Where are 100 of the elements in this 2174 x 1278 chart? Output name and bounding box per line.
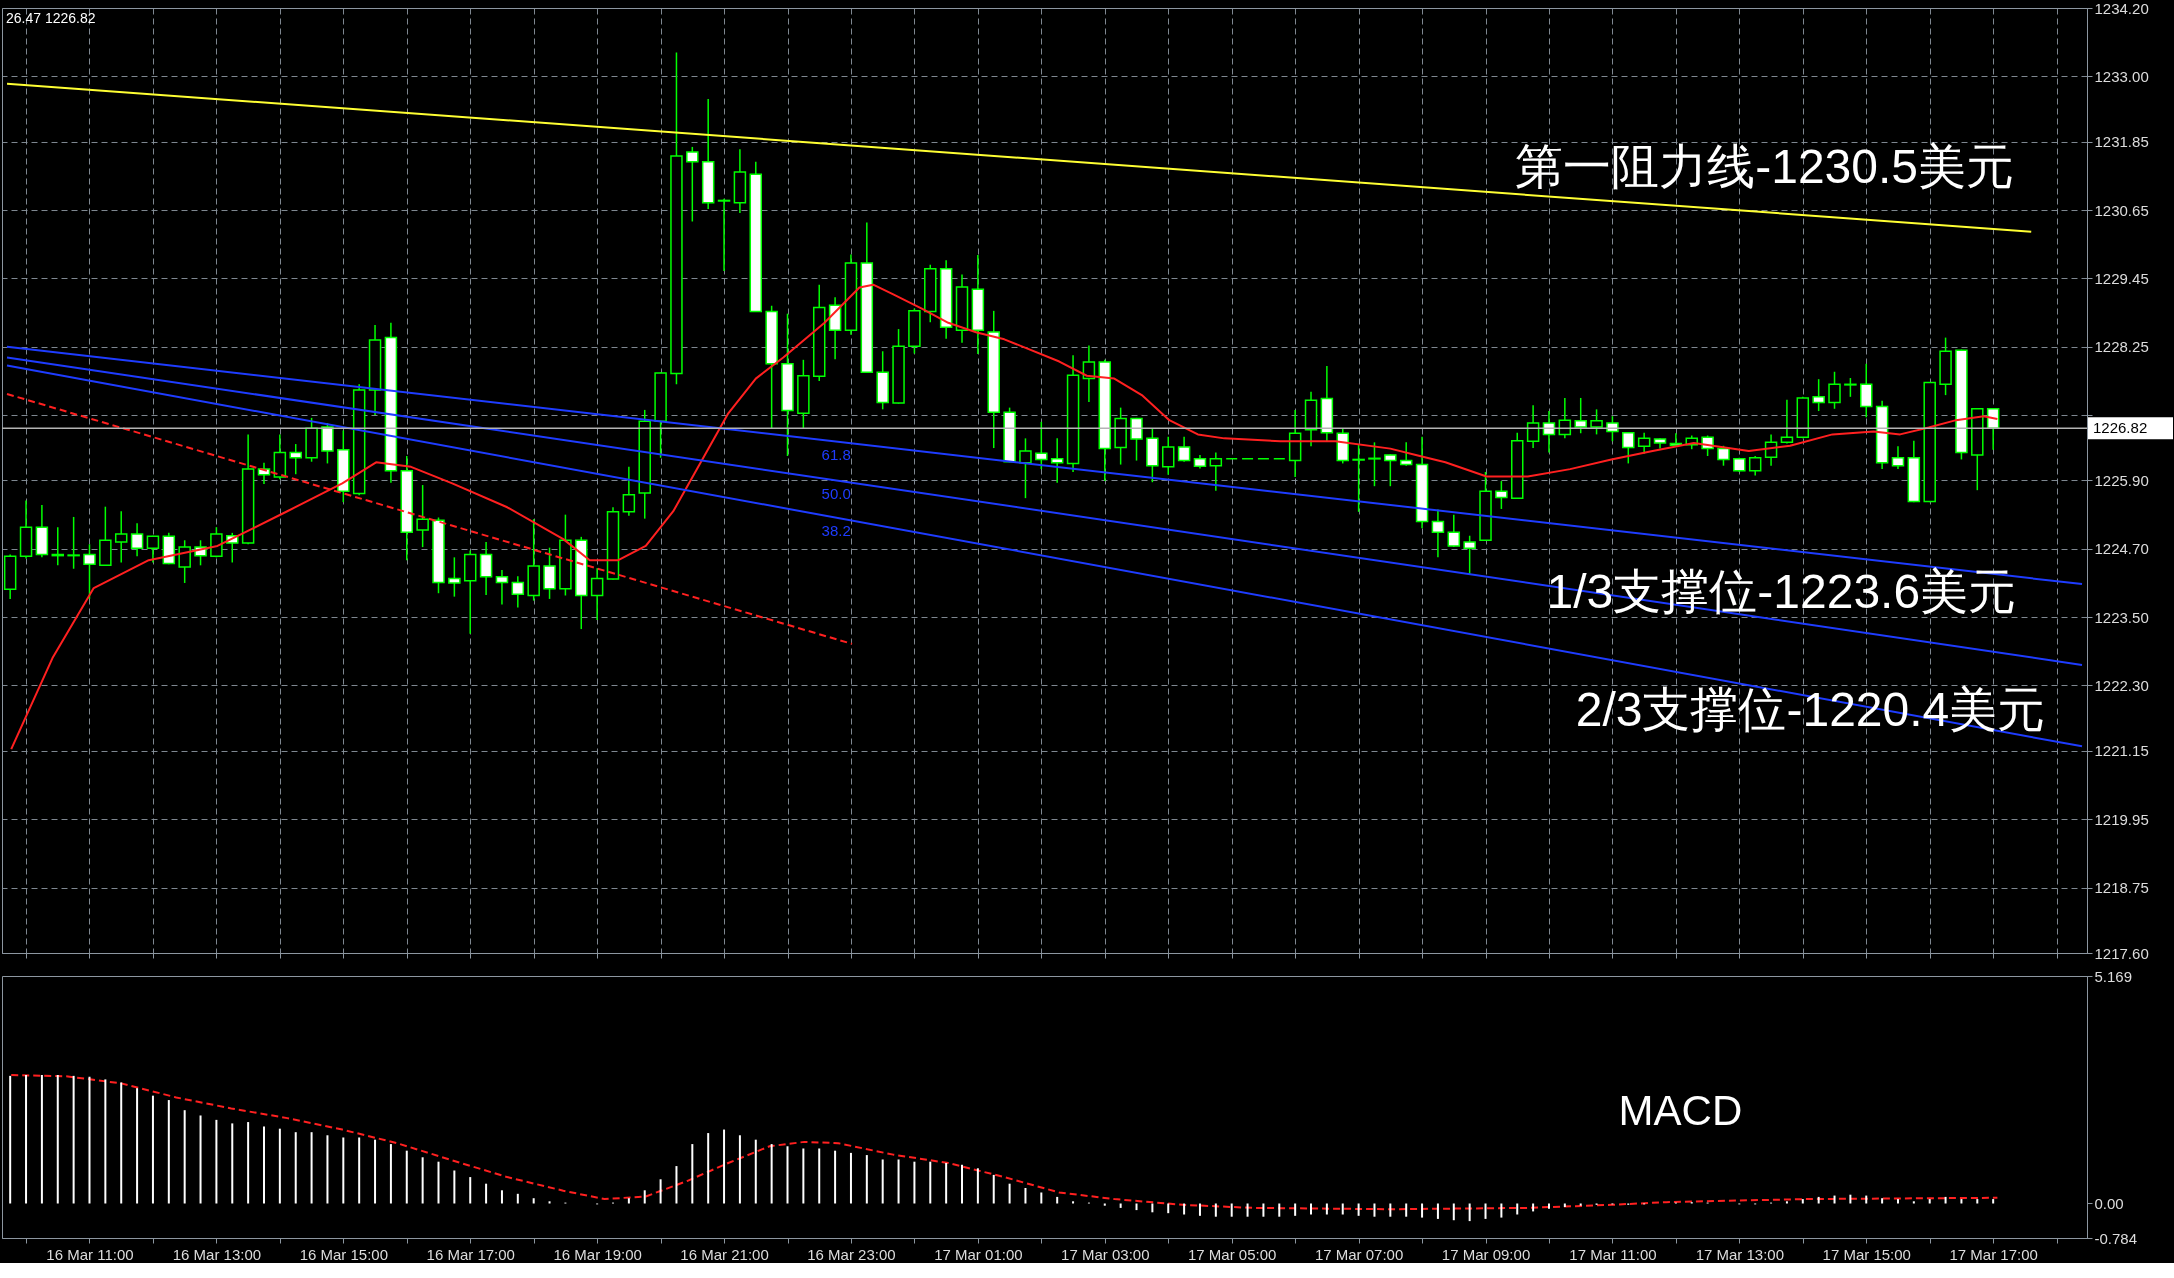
x-tick-label: 17 Mar 15:00 (1822, 1245, 1911, 1263)
bar (1024, 1188, 1027, 1204)
candlestick (1812, 378, 1825, 412)
candlestick (1384, 453, 1397, 487)
bar (1167, 1203, 1170, 1214)
bar (1103, 1203, 1106, 1206)
bar (310, 1132, 313, 1204)
y-tick-label: 1222.30 (2094, 676, 2149, 694)
bar (72, 1075, 75, 1204)
candlestick (543, 546, 556, 600)
bar (1214, 1203, 1217, 1217)
candlestick (67, 516, 80, 570)
bar (1389, 1203, 1392, 1217)
candlestick (1209, 451, 1223, 492)
bar (1484, 1203, 1487, 1219)
bar (437, 1161, 440, 1204)
ref-line-label: 1226.82 (2093, 419, 2148, 437)
bar (88, 1076, 91, 1204)
bar (1785, 1201, 1788, 1204)
x-tick-label: 17 Mar 09:00 (1441, 1245, 1531, 1263)
bar (326, 1135, 329, 1204)
bar (1135, 1203, 1138, 1211)
candlestick (1177, 435, 1191, 463)
bar (627, 1198, 630, 1204)
bar (167, 1100, 170, 1204)
candlestick (1891, 445, 1905, 470)
y-tick-label: 1224.70 (2094, 540, 2149, 558)
bar (1468, 1203, 1471, 1222)
bar (374, 1139, 377, 1204)
series-label: 61.8 (821, 445, 851, 463)
bar (1341, 1203, 1344, 1215)
candlestick (1399, 441, 1413, 467)
candlestick (1844, 377, 1857, 398)
x-tick-label: 17 Mar 05:00 (1188, 1245, 1277, 1263)
x-tick-label: 17 Mar 03:00 (1061, 1245, 1150, 1263)
bar (183, 1110, 186, 1204)
y-tick-label: 1223.50 (2094, 608, 2149, 626)
bar (25, 1074, 28, 1204)
bar (1072, 1201, 1075, 1204)
candlestick (114, 510, 128, 564)
bar (263, 1126, 265, 1204)
candlestick (495, 569, 509, 606)
bar (802, 1148, 805, 1204)
candlestick (321, 422, 334, 465)
bar (1056, 1196, 1059, 1204)
bar (1262, 1203, 1265, 1217)
bar (1547, 1203, 1550, 1209)
bar (199, 1115, 202, 1204)
bar (500, 1190, 503, 1204)
bar (120, 1082, 123, 1204)
bar (215, 1119, 218, 1204)
x-tick-label: 16 Mar 21:00 (680, 1245, 769, 1263)
y-tick-label: 1221.15 (2094, 742, 2149, 760)
bar (405, 1150, 408, 1204)
x-tick-label: 16 Mar 17:00 (426, 1245, 515, 1263)
bar (786, 1146, 789, 1204)
bar (834, 1150, 837, 1204)
bar (453, 1170, 456, 1204)
bar (1817, 1196, 1820, 1204)
bar (532, 1198, 535, 1204)
candlestick (1622, 431, 1635, 465)
candlestick (1590, 408, 1603, 436)
bar (1421, 1203, 1424, 1218)
bar (485, 1183, 488, 1204)
bar (231, 1123, 234, 1204)
bar (929, 1161, 932, 1204)
bar (849, 1152, 852, 1204)
bar (516, 1193, 519, 1204)
bar (278, 1128, 281, 1204)
bar (1881, 1198, 1884, 1204)
bar (1563, 1203, 1566, 1208)
candlestick (686, 146, 699, 223)
candlestick (146, 534, 160, 564)
bar (421, 1157, 424, 1204)
candlestick (178, 539, 191, 584)
candlestick (1368, 441, 1381, 487)
y-tick-label: 5.169 (2094, 967, 2133, 985)
bar (707, 1133, 710, 1204)
bar (723, 1129, 726, 1204)
bar (1246, 1203, 1249, 1217)
bar (1294, 1203, 1297, 1216)
y-tick-label: 1218.75 (2094, 879, 2149, 897)
bar (1230, 1203, 1233, 1217)
x-tick-label: 16 Mar 11:00 (46, 1245, 134, 1263)
candlestick (289, 443, 302, 475)
bar (342, 1137, 345, 1204)
x-tick-label: 17 Mar 01:00 (934, 1245, 1023, 1263)
x-tick-label: 17 Mar 11:00 (1569, 1245, 1657, 1263)
bar (1310, 1203, 1313, 1215)
bar (151, 1095, 154, 1204)
candlestick (1050, 437, 1064, 484)
candlestick (1748, 455, 1762, 477)
bar (976, 1168, 979, 1204)
y-tick-label: 1229.45 (2094, 269, 2149, 287)
bar (945, 1163, 948, 1204)
y-tick-label: 1219.95 (2094, 810, 2149, 828)
candlestick (448, 556, 461, 598)
candlestick (1463, 534, 1476, 575)
candlestick (1637, 431, 1651, 455)
y-tick-label: 1234.20 (2094, 0, 2149, 17)
